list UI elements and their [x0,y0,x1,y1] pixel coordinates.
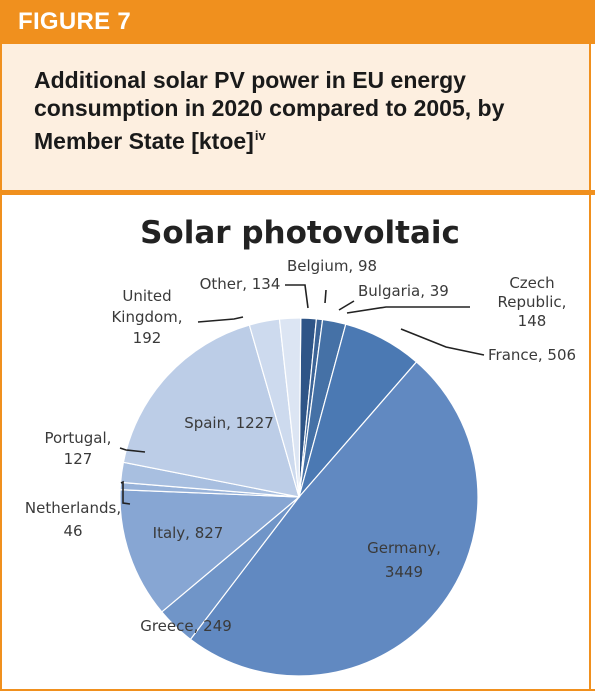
slice-label-line: Other, 134 [200,275,281,293]
caption-divider [0,190,595,195]
slice-label-line: 46 [63,522,82,540]
leader-line-france [400,328,485,356]
slice-label-other: Other, 134 [200,275,281,293]
slice-label-line: Italy, 827 [153,524,224,542]
leader-line-czech-republic [346,306,470,314]
pie-slice-other [278,317,302,498]
slice-label-czech-republic: Czech Republic, 148 [498,274,567,330]
pie-slice-germany [189,361,479,677]
pie-slices [119,317,479,677]
slice-label-line: Czech [509,274,554,292]
slice-label-belgium: Belgium, 98 [287,257,377,275]
slice-label-line: 192 [133,329,162,347]
caption-footnote-ref: iv [254,128,266,143]
slice-label-line: 3449 [385,563,423,581]
pie-chart: Solar photovoltaic Belgium, 98 Bulgaria, … [25,215,576,677]
slice-label-line: Spain, 1227 [184,414,274,432]
leader-line-bulgaria [338,300,355,311]
slice-label-line: Portugal, [45,429,112,447]
slice-label-line: Greece, 249 [140,617,232,635]
leader-line-netherlands [120,480,131,505]
slice-label-line: France, 506 [488,346,576,364]
slice-labels: Belgium, 98 Bulgaria, 39 Czech Republic, 148… [25,257,576,635]
slice-label-bulgaria: Bulgaria, 39 [358,282,449,300]
chart-title: Solar photovoltaic [140,215,460,251]
pie-slice-italy [119,489,301,613]
slice-label-line: 127 [64,450,93,468]
slice-label-line: Germany, [367,539,441,557]
caption-text: Additional solar PV power in EU energy c… [34,66,574,155]
slice-label-line: Bulgaria, 39 [358,282,449,300]
slice-label-italy: Italy, 827 [153,524,224,542]
slice-label-united-kingdom: United Kingdom, 192 [111,287,182,347]
leader-lines [119,284,485,505]
caption-title: Additional solar PV power in EU energy c… [34,67,505,154]
slice-label-line: Kingdom, [111,308,182,326]
slice-label-line: 148 [518,312,547,330]
slice-label-line: Republic, [498,293,567,311]
slice-label-line: United [122,287,171,305]
slice-label-netherlands: Netherlands, 46 [25,499,121,540]
slice-label-spain: Spain, 1227 [184,414,274,432]
pie-slice-spain [122,324,300,498]
slice-label-line: Belgium, 98 [287,257,377,275]
slice-label-france: France, 506 [488,346,576,364]
figure-tab: FIGURE 7 [0,0,595,44]
slice-label-greece: Greece, 249 [140,617,232,635]
leader-line-united-kingdom [197,316,244,323]
leader-line-other [285,284,309,309]
slice-label-portugal: Portugal, 127 [45,429,112,468]
slice-label-line: Netherlands, [25,499,121,517]
figure-bottom-rule [0,689,595,691]
leader-line-belgium [324,289,327,304]
leader-line-portugal [119,447,146,453]
slice-label-germany: Germany, 3449 [367,539,441,581]
figure-caption: Additional solar PV power in EU energy c… [0,44,591,190]
figure-number: FIGURE 7 [18,8,132,35]
